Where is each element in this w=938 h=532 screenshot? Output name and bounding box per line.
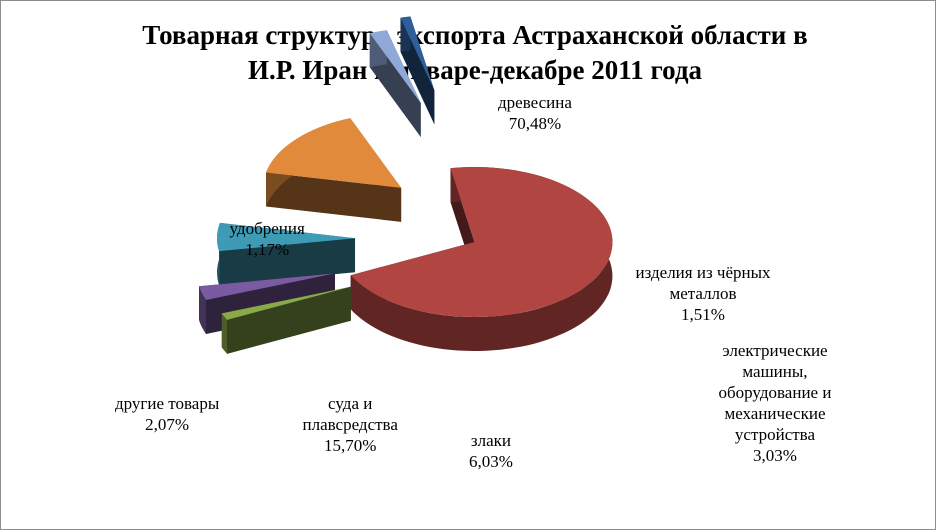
slice-drevesina-top <box>350 167 613 318</box>
slice-drugie-tovary-top <box>369 30 421 104</box>
data-label-drevesina-percent: 70,48% <box>508 114 562 133</box>
slice-drugie-tovary <box>369 30 421 138</box>
data-label-suda-name-line: суда и <box>328 394 373 413</box>
data-label-elektricheskie-mashiny-name-line: устройства <box>734 425 816 444</box>
slice-suda-top <box>266 118 402 188</box>
slice-izdeliya-side <box>221 313 227 354</box>
data-label-zlaki-name-line: злаки <box>470 431 512 450</box>
data-label-izdeliya-percent: 1,51% <box>681 305 725 324</box>
data-label-zlaki: злаки 6,03% <box>469 430 513 472</box>
chart-title-line-1: Товарная структура экспорта Астраханской… <box>142 20 808 50</box>
chart-title: Товарная структура экспорта Астраханской… <box>60 18 890 88</box>
data-label-drugie-tovary-percent: 2,07% <box>145 415 190 434</box>
data-label-elektricheskie-mashiny-name-line: механические <box>724 404 826 423</box>
data-label-izdeliya-name-line: изделия из чёрных <box>635 263 771 282</box>
data-label-elektricheskie-mashiny-percent: 3,03% <box>753 446 797 465</box>
slice-izdeliya-top <box>221 286 351 320</box>
chart-title-line-2: И.Р. Иран в январе-декабре 2011 года <box>247 55 703 85</box>
slice-suda <box>266 118 402 222</box>
slice-izdeliya-wall-2 <box>221 286 351 348</box>
data-label-drugie-tovary: другие товары 2,07% <box>115 393 219 435</box>
data-label-udobreniya: удобрения 1,17% <box>230 218 305 260</box>
data-label-elektricheskie-mashiny: электрические машины, оборудование и механи… <box>719 340 832 466</box>
slice-zlaki <box>217 222 356 286</box>
slice-elektricheskie-mashiny-top <box>199 273 335 301</box>
data-label-drugie-tovary-name-line: другие товары <box>115 394 220 413</box>
data-label-izdeliya-name-line: металлов <box>669 284 737 303</box>
data-label-elektricheskie-mashiny-name-line: электрические <box>722 341 828 360</box>
data-label-suda-name-line: плавсредства <box>302 415 398 434</box>
slice-udobreniya-top <box>400 16 435 91</box>
data-label-drevesina-name-line: древесина <box>498 93 572 112</box>
data-label-suda-percent: 15,70% <box>323 436 377 455</box>
data-label-udobreniya-name-line: удобрения <box>229 219 305 238</box>
data-label-drevesina: древесина 70,48% <box>498 92 572 134</box>
slice-suda-wall-1 <box>266 172 402 222</box>
data-label-elektricheskie-mashiny-name-line: оборудование и <box>718 383 832 402</box>
data-label-suda: суда и плавсредства 15,70% <box>303 393 398 456</box>
slice-izdeliya <box>221 286 351 354</box>
data-label-elektricheskie-mashiny-name-line: машины, <box>742 362 808 381</box>
slice-zlaki-top <box>217 222 356 252</box>
data-label-izdeliya: изделия из чёрных металлов 1,51% <box>636 262 771 325</box>
slice-elektricheskie-mashiny-side <box>199 286 206 334</box>
slice-udobreniya <box>400 16 435 125</box>
data-label-zlaki-percent: 6,03% <box>469 452 513 471</box>
slice-drevesina <box>350 167 613 351</box>
data-label-udobreniya-percent: 1,17% <box>245 240 290 259</box>
